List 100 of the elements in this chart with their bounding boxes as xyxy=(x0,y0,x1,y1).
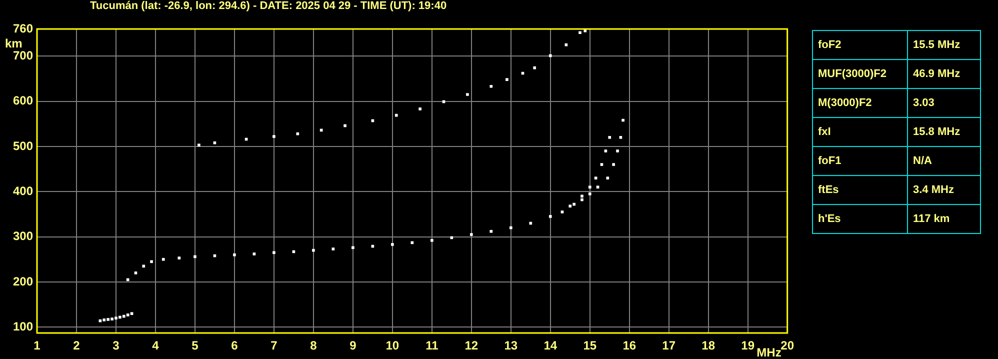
x-tick-label: 5 xyxy=(192,338,199,353)
chart-title: Tucumán (lat: -26.9, lon: 294.6) - DATE: 2025 04 29 - TIME (UT): 19:40 xyxy=(90,0,447,12)
x-tick-label: 17 xyxy=(662,338,676,353)
x-tick-label: 7 xyxy=(270,338,278,353)
text: foF2 xyxy=(812,30,908,60)
point xyxy=(272,135,276,138)
point xyxy=(394,114,398,117)
point xyxy=(580,198,584,202)
text: 117 km xyxy=(908,204,980,234)
point xyxy=(134,272,138,274)
point xyxy=(604,150,608,152)
text: foF1 xyxy=(812,146,908,176)
point xyxy=(126,314,130,316)
point xyxy=(198,144,200,147)
point xyxy=(560,210,564,214)
point xyxy=(608,136,612,139)
point xyxy=(450,236,454,240)
x-tick-label: 14 xyxy=(544,338,558,353)
x-tick-label: 6 xyxy=(231,338,238,353)
y-tick-label: 500 xyxy=(12,138,34,153)
y-tick-label: 200 xyxy=(12,274,34,288)
text: M(3000)F2 xyxy=(812,88,908,118)
x-tick-label: 19 xyxy=(741,338,755,353)
point xyxy=(296,132,300,136)
point xyxy=(548,215,552,218)
point xyxy=(430,238,434,242)
text: h'Es xyxy=(812,204,908,234)
x-tick-label: 13 xyxy=(504,338,518,353)
point xyxy=(150,260,153,264)
y-axis-title: km xyxy=(5,36,22,50)
point xyxy=(548,54,552,58)
point xyxy=(130,312,134,315)
y-tick-label: 700 xyxy=(12,48,34,62)
point xyxy=(332,248,335,250)
x-tick-label: 18 xyxy=(702,338,716,353)
x-tick-label: 3 xyxy=(112,338,120,353)
point xyxy=(194,255,196,258)
point xyxy=(352,246,354,250)
point xyxy=(580,194,584,198)
point xyxy=(118,316,122,319)
text: N/A xyxy=(908,146,980,176)
text: fxI xyxy=(812,118,908,146)
point xyxy=(490,230,493,233)
x-axis-title: MHz xyxy=(756,345,782,359)
point xyxy=(616,150,619,152)
text: 3.03 xyxy=(908,88,980,118)
point xyxy=(142,264,146,268)
point xyxy=(594,176,598,180)
point xyxy=(178,256,181,260)
y-tick-label: 100 xyxy=(12,319,34,334)
point xyxy=(106,318,110,321)
x-tick-label: 4 xyxy=(152,338,160,353)
point xyxy=(272,251,276,254)
point xyxy=(418,108,422,110)
point xyxy=(619,136,622,139)
point xyxy=(568,204,572,208)
y-tick-label: 760 xyxy=(12,21,34,36)
x-tick-label: 10 xyxy=(386,338,400,353)
point xyxy=(612,163,615,166)
x-tick-label: 2 xyxy=(73,338,80,353)
point xyxy=(391,243,394,246)
y-tick-label: 300 xyxy=(12,229,34,244)
point xyxy=(533,66,536,70)
point xyxy=(466,93,469,96)
x-tick-label: 15 xyxy=(583,338,597,353)
point xyxy=(344,124,346,128)
text: 15.5 MHz xyxy=(908,30,980,60)
x-tick-label: 9 xyxy=(350,338,357,353)
point xyxy=(588,192,592,196)
point xyxy=(122,314,126,318)
x-tick-label: 16 xyxy=(622,338,636,353)
text: 15.8 MHz xyxy=(908,118,980,146)
point xyxy=(252,252,256,256)
point xyxy=(529,222,532,225)
x-tick-label: 20 xyxy=(780,338,794,353)
point xyxy=(114,316,118,320)
text: 46.9 MHz xyxy=(908,60,980,88)
point xyxy=(506,78,508,82)
point xyxy=(490,84,493,88)
point xyxy=(600,163,604,166)
point xyxy=(596,186,600,189)
x-tick-label: 8 xyxy=(310,338,318,353)
point xyxy=(410,241,414,244)
point xyxy=(606,176,610,180)
point xyxy=(572,202,576,206)
point xyxy=(578,31,582,34)
x-tick-label: 11 xyxy=(426,338,439,353)
point xyxy=(509,226,512,230)
x-tick-label: 12 xyxy=(464,338,478,353)
y-tick-label: 400 xyxy=(12,184,34,198)
text: MUF(3000)F2 xyxy=(812,60,908,88)
text: 3.4 MHz xyxy=(908,176,980,204)
point xyxy=(102,318,106,322)
text: ftEs xyxy=(812,176,908,204)
point xyxy=(622,118,624,122)
point xyxy=(312,248,315,252)
point xyxy=(162,258,165,261)
point xyxy=(470,233,473,236)
point xyxy=(110,318,114,320)
point xyxy=(588,186,592,189)
